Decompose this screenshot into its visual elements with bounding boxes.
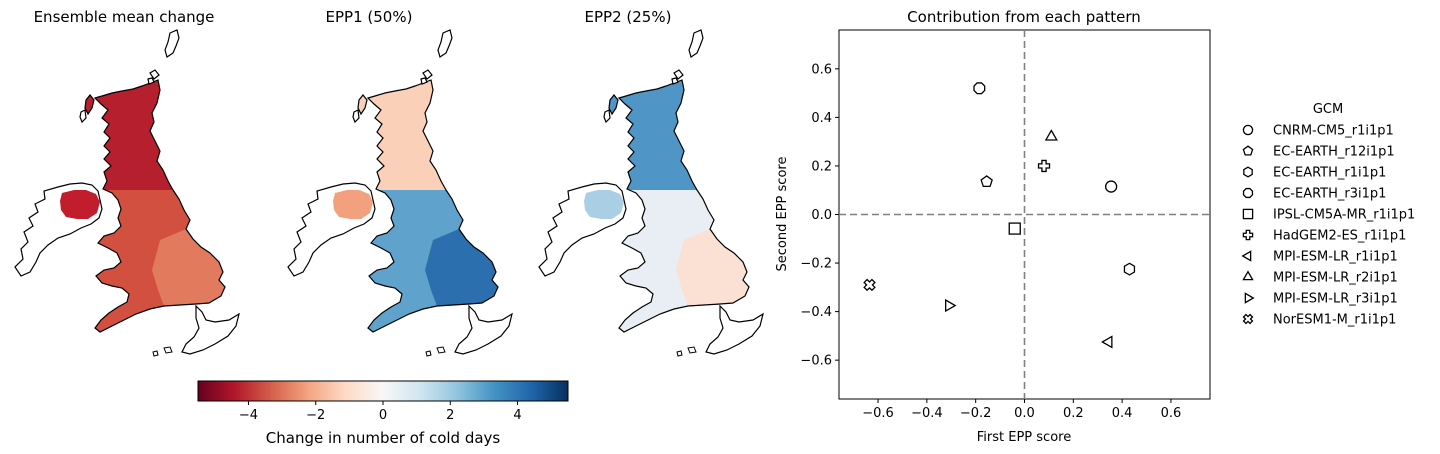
legend-marker (1242, 124, 1254, 136)
colorbar-gradient (197, 380, 569, 402)
legend-items: CNRM-CM5_r1i1p1 EC-EARTH_r12i1p1 EC-EARTH_… (1241, 124, 1415, 328)
y-tick-label: 0.0 (811, 208, 832, 223)
y-tick-label: −0.6 (800, 354, 832, 369)
map-panel-epp2: EPP2 (25%) (538, 8, 764, 357)
colorbar: −4 −2 0 2 4 Change in number of cold days (197, 380, 569, 447)
legend-label: EC-EARTH_r1i1p1 (1273, 166, 1386, 181)
legend-label: CNRM-CM5_r1i1p1 (1273, 124, 1394, 139)
scatter-point (980, 175, 993, 188)
x-tick-label: −0.2 (960, 406, 992, 421)
legend-marker (1244, 292, 1255, 304)
y-tick-label: 0.4 (811, 111, 832, 126)
y-axis-label: Second EPP score (775, 157, 790, 272)
scatter-point (1044, 129, 1058, 141)
chart-title: Contribution from each pattern (907, 8, 1141, 26)
y-tick-label: 0.6 (811, 62, 832, 77)
reference-lines (839, 30, 1210, 399)
legend-title: GCM (1313, 102, 1343, 117)
x-tick-label: 0.2 (1063, 406, 1084, 421)
legend-marker (1242, 313, 1254, 325)
map-panel-ensemble-mean: Ensemble mean change (14, 8, 240, 357)
x-tick-label: −0.6 (862, 406, 894, 421)
colorbar-tick-label: 4 (513, 408, 521, 423)
legend-marker (1242, 229, 1254, 241)
legend-marker (1243, 166, 1253, 178)
y-tick-label: −0.4 (800, 305, 832, 320)
scatter-point (863, 278, 876, 292)
scatter-point (1037, 159, 1051, 173)
legend: GCM CNRM-CM5_r1i1p1 EC-EARTH_r12i1p1 EC-EA… (1241, 102, 1415, 328)
map-title: EPP1 (50%) (326, 8, 413, 26)
legend-label: HadGEM2-ES_r1i1p1 (1273, 229, 1406, 244)
map-fill (538, 29, 764, 357)
colorbar-tick-label: 2 (446, 408, 454, 423)
legend-label: EC-EARTH_r12i1p1 (1273, 145, 1395, 160)
colorbar-tick-label: −2 (306, 408, 325, 423)
scatter-plot: Contribution from each pattern −0.6 −0.4−… (775, 8, 1211, 445)
legend-marker (1242, 208, 1254, 220)
x-tick-label: 0.4 (1112, 406, 1133, 421)
scatter-point (973, 82, 986, 95)
scatter-point (1101, 335, 1113, 349)
legend-label: IPSL-CM5A-MR_r1i1p1 (1273, 208, 1415, 223)
legend-label: EC-EARTH_r3i1p1 (1273, 187, 1386, 202)
colorbar-ticks: −4 −2 0 2 4 (239, 401, 522, 423)
legend-marker (1242, 270, 1254, 281)
colorbar-tick-label: −4 (239, 408, 258, 423)
y-axis-ticks: −0.6 −0.4 −0.2 0.0 0.2 0.4 0.6 (800, 62, 839, 369)
map-title: Ensemble mean change (34, 8, 215, 26)
legend-marker (1242, 145, 1254, 156)
scatter-point (945, 298, 957, 313)
legend-label: NorESM1-M_r1i1p1 (1273, 313, 1396, 328)
legend-label: MPI-ESM-LR_r1i1p1 (1273, 250, 1398, 265)
x-tick-label: 0.6 (1161, 406, 1182, 421)
scatter-point (1104, 180, 1118, 193)
y-tick-label: −0.2 (800, 257, 832, 272)
y-tick-label: 0.2 (811, 159, 832, 174)
x-axis-ticks: −0.6 −0.4 −0.2 0.0 0.2 0.4 0.6 (862, 399, 1181, 421)
legend-label: MPI-ESM-LR_r3i1p1 (1273, 292, 1398, 307)
colorbar-label: Change in number of cold days (266, 429, 501, 447)
legend-label: MPI-ESM-LR_r2i1p1 (1273, 271, 1398, 286)
x-axis-label: First EPP score (977, 430, 1071, 445)
map-fill (14, 29, 240, 357)
scatter-point (1008, 222, 1021, 235)
x-tick-label: −0.4 (911, 406, 943, 421)
legend-marker (1242, 187, 1254, 199)
scatter-point (1123, 262, 1136, 276)
colorbar-tick-label: 0 (379, 408, 387, 423)
scatter-markers (863, 82, 1136, 349)
legend-marker (1241, 250, 1252, 262)
map-fill (287, 29, 513, 357)
map-title: EPP2 (25%) (585, 8, 672, 26)
x-tick-label: 0.0 (1014, 406, 1035, 421)
map-panel-epp1: EPP1 (50%) (287, 8, 513, 357)
